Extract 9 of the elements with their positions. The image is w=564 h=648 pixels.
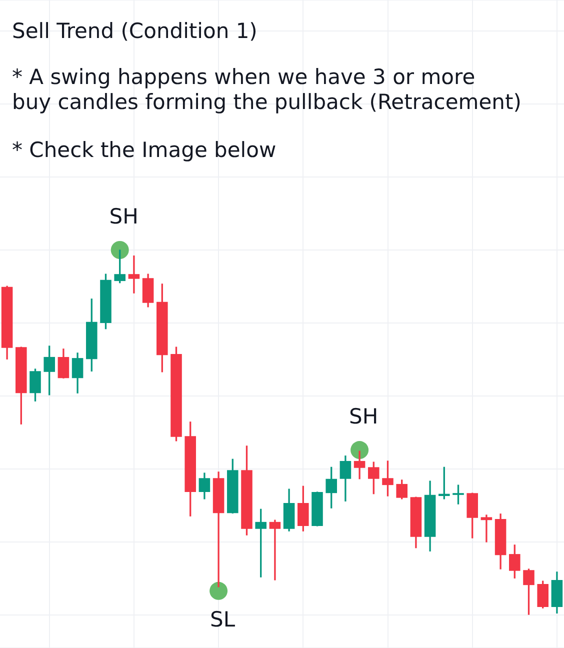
candlestick: [128, 256, 140, 294]
chart-subtitle: * A swing happens when we have 3 or more buy candles forming the pullback (Retracement): [12, 65, 522, 115]
annotation: SH: [348, 404, 378, 428]
candlestick: [480, 514, 492, 542]
annotation: SL: [210, 607, 236, 632]
annotation: SH: [109, 204, 138, 228]
candlestick: [269, 520, 281, 580]
chart-title: Sell Trend (Condition 1): [12, 19, 258, 44]
text: * Check the Image below: [12, 138, 276, 163]
